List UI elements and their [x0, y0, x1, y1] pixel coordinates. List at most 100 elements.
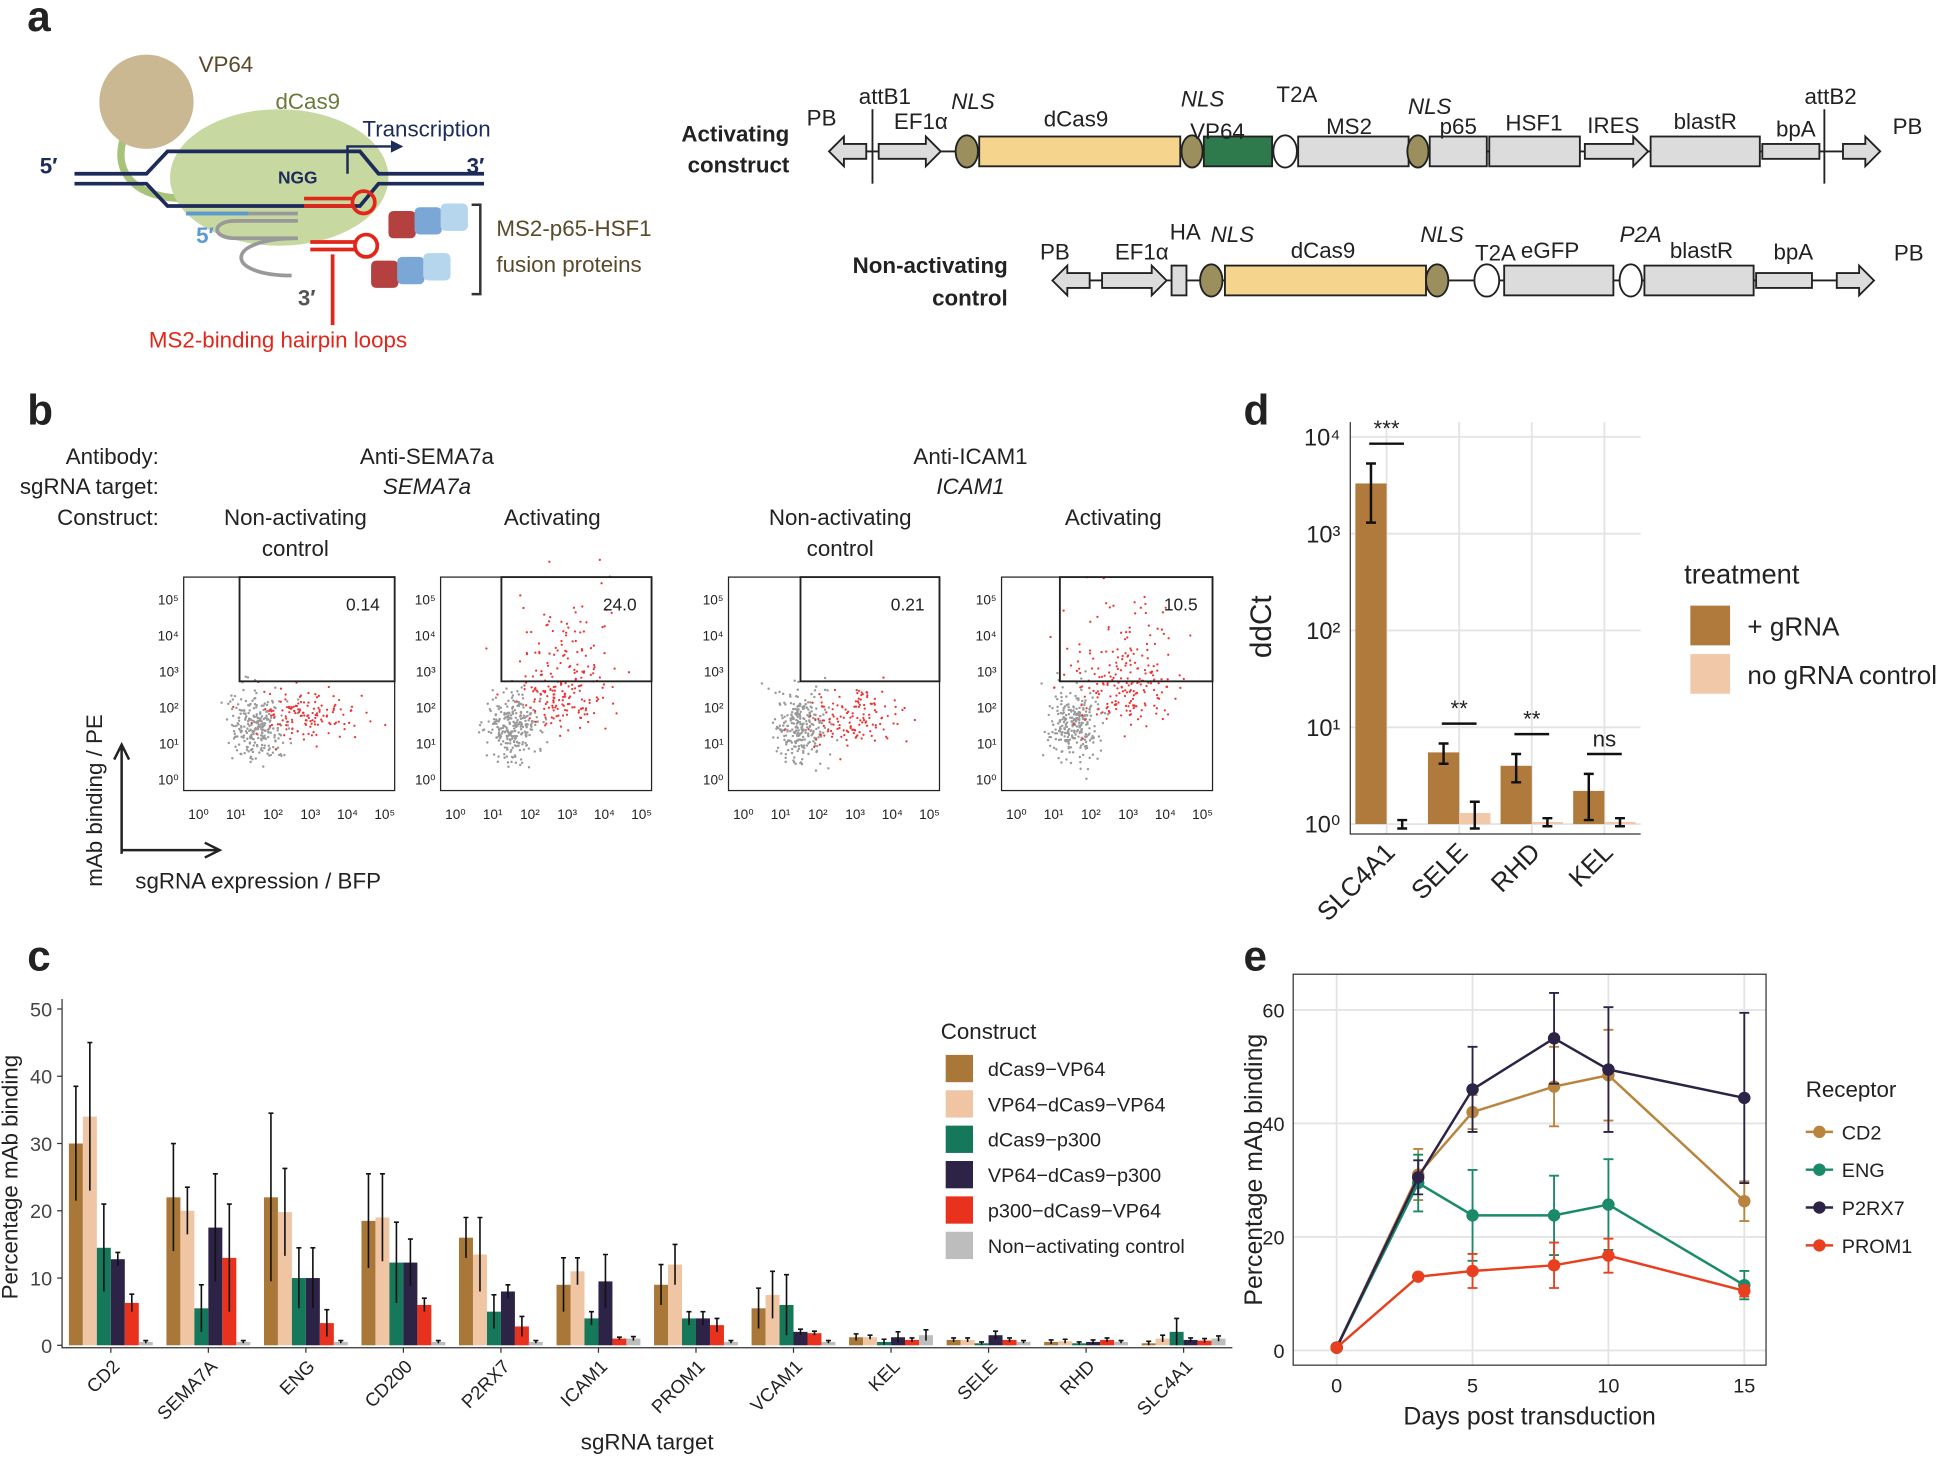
event-dot	[1088, 756, 1091, 760]
event-dot	[255, 732, 258, 735]
event-dot	[797, 744, 801, 748]
y-tick-label: 10⁴	[1304, 425, 1340, 451]
event-dot	[1137, 667, 1140, 670]
event-dot	[1156, 669, 1159, 672]
event-dot	[281, 719, 284, 722]
event-dot	[1155, 707, 1158, 710]
event-dot	[866, 691, 869, 694]
event-dot	[583, 699, 586, 703]
error-bar	[1118, 1339, 1124, 1344]
event-dot	[559, 661, 562, 665]
event-dot	[249, 760, 252, 764]
event-dot	[545, 624, 548, 627]
error-bar	[170, 1142, 176, 1252]
event-dot	[269, 724, 272, 728]
event-dot	[519, 711, 523, 715]
event-dot	[805, 744, 809, 747]
event-dot	[1133, 601, 1136, 604]
event-dot	[540, 670, 543, 673]
event-dot	[1056, 671, 1059, 675]
event-dot	[246, 737, 249, 740]
event-dot	[1091, 753, 1095, 756]
tick-label: 10³	[300, 807, 320, 822]
event-dot	[1120, 714, 1123, 717]
event-dot	[552, 717, 555, 720]
event-dot	[1182, 677, 1185, 681]
event-dot	[846, 744, 849, 747]
event-dot	[263, 744, 267, 747]
bar	[765, 1294, 780, 1346]
event-dot	[1098, 676, 1101, 679]
event-dot	[1119, 677, 1123, 680]
event-dot	[507, 765, 510, 768]
error-bar	[714, 1317, 720, 1332]
event-dot	[1133, 661, 1137, 664]
event-dot	[592, 711, 596, 715]
event-dot	[1099, 739, 1102, 742]
event-dot	[1160, 691, 1164, 694]
event-dot	[525, 722, 528, 726]
element-label: T2A	[1276, 82, 1317, 107]
event-dot	[315, 696, 319, 699]
error-bar	[1366, 462, 1376, 524]
event-dot	[496, 725, 499, 729]
event-dot	[854, 700, 858, 703]
event-dot	[1124, 689, 1127, 692]
event-dot	[797, 680, 800, 684]
event-dot	[1072, 709, 1075, 712]
event-dot	[560, 643, 563, 646]
axis-label: mAb binding / PE	[82, 714, 107, 887]
element-label: attB2	[1804, 84, 1856, 109]
event-dot	[504, 741, 508, 745]
line	[1335, 1073, 1746, 1349]
event-dot	[793, 679, 796, 682]
event-dot	[818, 719, 822, 723]
event-dot	[269, 753, 273, 757]
event-dot	[1088, 649, 1092, 652]
event-dot	[837, 720, 840, 723]
event-dot	[260, 704, 264, 708]
event-dot	[1047, 732, 1050, 735]
event-dot	[1051, 730, 1054, 734]
event-dot	[569, 664, 572, 668]
event-dot	[1134, 692, 1137, 695]
event-dot	[551, 704, 554, 707]
event-dot	[516, 689, 519, 693]
event-dot	[804, 731, 807, 734]
event-dot	[273, 706, 276, 709]
event-dot	[1056, 709, 1059, 713]
event-dot	[348, 721, 351, 725]
event-dot	[317, 694, 320, 697]
event-dot	[559, 683, 563, 686]
tick-label: 10²	[520, 807, 540, 822]
event-dot	[290, 718, 294, 722]
event-dot	[1143, 702, 1146, 705]
event-dot	[283, 753, 286, 757]
event-dot	[566, 657, 569, 660]
event-dot	[792, 702, 796, 706]
event-dot	[332, 694, 335, 698]
bar	[1211, 1338, 1226, 1346]
element-label: blastR	[1670, 238, 1733, 263]
event-dot	[809, 701, 812, 704]
event-dot	[244, 712, 247, 715]
element-label: IRES	[1587, 113, 1639, 138]
event-dot	[1139, 606, 1142, 609]
event-dot	[297, 702, 300, 705]
event-dot	[823, 688, 827, 692]
event-dot	[588, 701, 591, 704]
event-dot	[263, 702, 266, 705]
event-dot	[1059, 726, 1062, 729]
event-dot	[250, 721, 253, 725]
event-dot	[266, 735, 270, 739]
event-dot	[248, 724, 251, 728]
event-dot	[270, 710, 273, 713]
event-dot	[800, 726, 804, 729]
event-dot	[1116, 687, 1119, 690]
element-label: VP64	[1190, 119, 1245, 144]
construct-label: control	[262, 536, 329, 561]
event-dot	[1053, 732, 1057, 735]
event-dot	[517, 722, 521, 726]
event-dot	[584, 654, 587, 657]
event-dot	[562, 630, 565, 633]
